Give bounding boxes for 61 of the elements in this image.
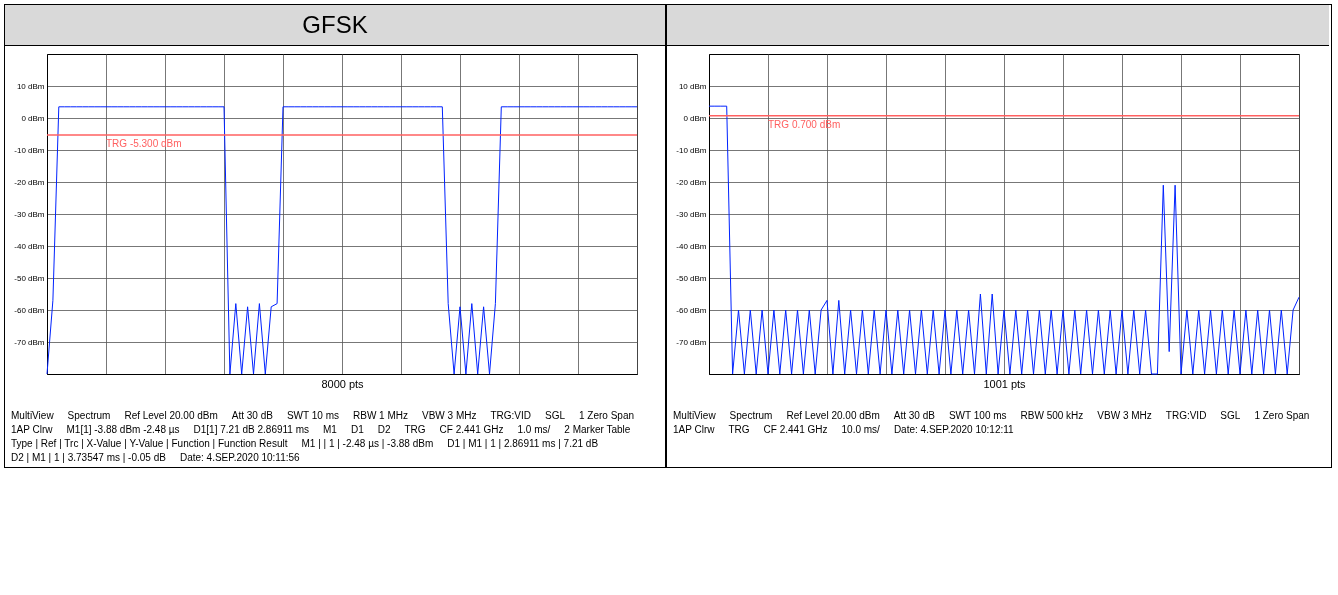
chart-title: GFSK: [5, 5, 665, 46]
text: SWT 100 ms: [948, 410, 1007, 421]
y-tick-label: -50 dBm: [676, 273, 707, 283]
y-tick-label: -70 dBm: [14, 337, 45, 347]
y-tick-label: -40 dBm: [676, 241, 707, 251]
text: 2 Marker Table: [564, 424, 631, 435]
y-tick-label: -20 dBm: [676, 177, 707, 187]
text: Att 30 dB: [231, 410, 273, 421]
y-tick-label: -70 dBm: [676, 337, 707, 347]
text: TRG:VID: [1165, 410, 1207, 421]
text: Spectrum: [729, 410, 773, 421]
text: VBW 3 MHz: [1097, 410, 1152, 421]
text: 1.0 ms/: [517, 424, 551, 435]
y-tick-label: 0 dBm: [683, 113, 707, 123]
text: RBW 1 MHz: [352, 410, 408, 421]
text: SGL: [1220, 410, 1241, 421]
text: 1 Zero Span: [579, 410, 635, 421]
text: MultiView: [673, 410, 716, 421]
text: M1 | | 1 | -2.48 µs | -3.88 dBm: [301, 438, 434, 449]
text: D2: [377, 424, 391, 435]
text: TRG: [728, 424, 750, 435]
y-tick-label: 10 dBm: [16, 81, 45, 91]
text: TRG:VID: [490, 410, 531, 421]
text: 1AP Clrw: [673, 424, 715, 435]
text: D1 | M1 | 1 | 2.86911 ms | 7.21 dB: [447, 438, 599, 449]
text: CF 2.441 GHz: [439, 424, 504, 435]
y-tick-label: -60 dBm: [14, 305, 45, 315]
y-tick-label: -30 dBm: [676, 209, 707, 219]
text: 1 Zero Span: [1254, 410, 1310, 421]
text: Spectrum: [67, 410, 111, 421]
text: MultiView: [11, 410, 54, 421]
text: VBW 3 MHz: [421, 410, 477, 421]
text: D2 | M1 | 1 | 3.73547 ms | -0.05 dB: [11, 452, 166, 463]
text: D1[1] 7.21 dB 2.86911 ms: [193, 424, 309, 435]
text: Ref Level 20.00 dBm: [786, 410, 880, 421]
text: Date: 4.SEP.2020 10:11:56: [179, 452, 300, 463]
text: D1: [350, 424, 364, 435]
y-tick-label: -30 dBm: [14, 209, 45, 219]
text: SGL: [545, 410, 566, 421]
text: Att 30 dB: [893, 410, 935, 421]
text: RBW 500 kHz: [1020, 410, 1084, 421]
text: TRG: [404, 424, 426, 435]
y-tick-label: -60 dBm: [676, 305, 707, 315]
text: Date: 4.SEP.2020 10:12:11: [893, 424, 1014, 435]
y-tick-label: -10 dBm: [14, 145, 45, 155]
text: M1[1] -3.88 dBm -2.48 µs: [66, 424, 180, 435]
x-axis-title: 8000 pts: [321, 377, 365, 390]
y-tick-label: -20 dBm: [14, 177, 45, 187]
y-tick-label: -40 dBm: [14, 241, 45, 251]
text: Type | Ref | Trc | X-Value | Y-Value | Function | Function Result: [11, 438, 288, 449]
text: CF 2.441 GHz: [763, 424, 828, 435]
y-tick-label: -10 dBm: [676, 145, 707, 155]
y-tick-label: -50 dBm: [14, 273, 45, 283]
text: 1AP Clrw: [11, 424, 53, 435]
text: SWT 10 ms: [286, 410, 339, 421]
text: M1: [323, 424, 337, 435]
y-tick-label: 0 dBm: [21, 113, 45, 123]
y-tick-label: 10 dBm: [678, 81, 707, 91]
text: 10.0 ms/: [841, 424, 880, 435]
text: Ref Level 20.00 dBm: [124, 410, 218, 421]
x-axis-title: 1001 pts: [983, 377, 1027, 390]
